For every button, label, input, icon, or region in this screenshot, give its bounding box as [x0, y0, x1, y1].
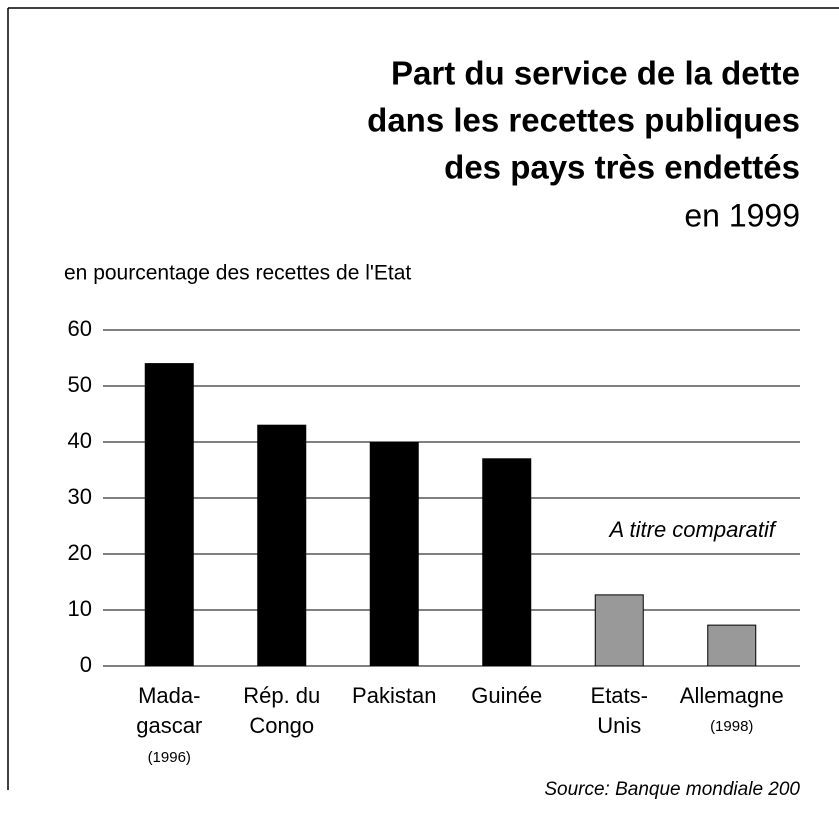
y-tick-label: 40	[68, 428, 92, 453]
bar	[369, 441, 419, 667]
x-tick-label: Rép. du	[243, 683, 320, 708]
y-axis-label: en pourcentage des recettes de l'Etat	[64, 262, 411, 285]
x-tick-label: Pakistan	[352, 683, 436, 708]
y-tick-label: 0	[80, 652, 92, 677]
bar	[707, 624, 757, 667]
y-tick-label: 20	[68, 540, 92, 565]
x-tick-label: Mada-	[138, 683, 200, 708]
chart-subtitle: en 1999	[684, 197, 800, 233]
y-tick-label: 10	[68, 596, 92, 621]
y-tick-label: 50	[68, 372, 92, 397]
x-tick-label: Congo	[249, 713, 314, 738]
bar	[257, 424, 307, 667]
chart-title: Part du service de la dette	[391, 55, 800, 92]
chart-title: des pays très endettés	[444, 149, 800, 186]
annotation: A titre comparatif	[608, 517, 778, 542]
source: Source: Banque mondiale 200	[544, 779, 800, 800]
bar	[482, 458, 532, 667]
bar	[594, 594, 644, 667]
chart-title: dans les recettes publiques	[367, 102, 800, 139]
x-tick-label: gascar	[136, 713, 202, 738]
y-tick-label: 60	[68, 316, 92, 341]
x-tick-note: (1996)	[148, 749, 191, 766]
bar	[144, 363, 194, 667]
x-tick-note: (1998)	[710, 718, 753, 735]
x-tick-label: Allemagne	[680, 683, 784, 708]
x-tick-label: Guinée	[471, 683, 542, 708]
x-tick-label: Etats-	[591, 683, 648, 708]
x-tick-label: Unis	[597, 713, 641, 738]
y-tick-label: 30	[68, 484, 92, 509]
